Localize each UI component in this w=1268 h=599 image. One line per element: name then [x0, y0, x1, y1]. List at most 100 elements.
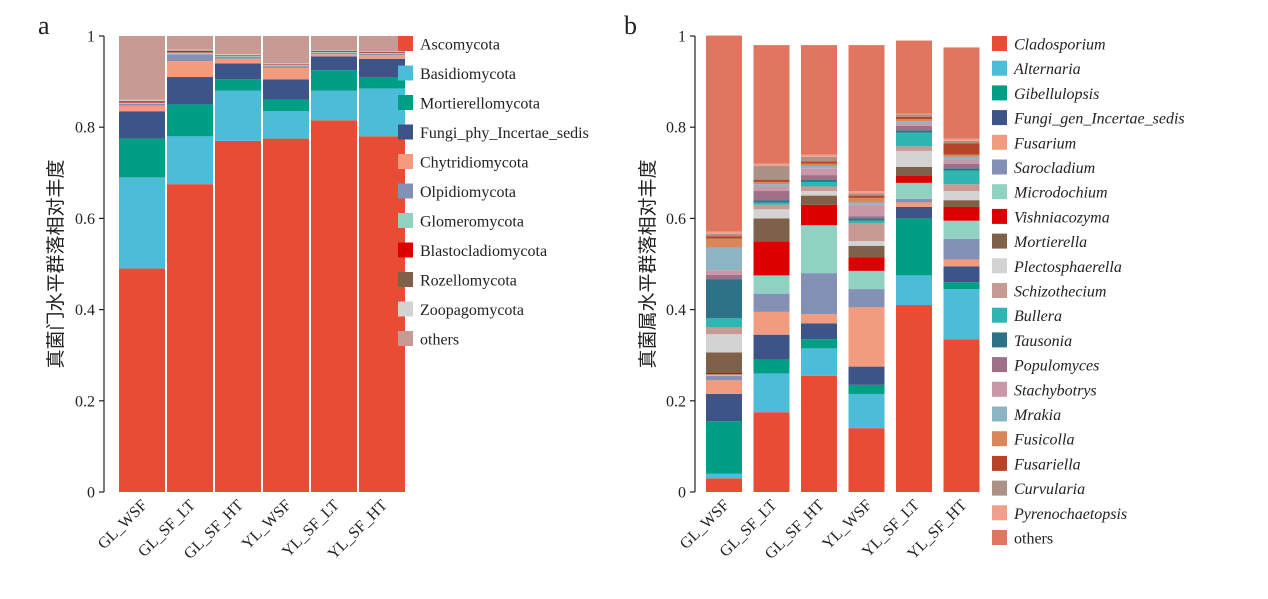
- bar-segment-GL_WSF-Cladosporium: [706, 478, 742, 492]
- bar-segment-YL_SF_LT-Chytridiomycota: [311, 54, 357, 57]
- legend-label: Rozellomycota: [420, 273, 517, 290]
- bar-segment-YL_SF_HT-Populomyces: [943, 163, 980, 169]
- bar-segment-YL_SF_HT-Sarocladium: [943, 238, 980, 260]
- legend-label: Chytridiomycota: [420, 155, 528, 172]
- bar-segment-YL_SF_HT-Fusarium: [943, 259, 980, 267]
- bar-segment-GL_WSF-Curvularia: [706, 233, 742, 237]
- bar-segment-YL_SF_LT-Mortierellomycota: [311, 70, 357, 91]
- bar-segment-GL_SF_LT-Basidiomycota: [167, 136, 213, 185]
- bar-segment-GL_SF_HT-Plectosphaerella: [801, 191, 837, 196]
- bar-segment-GL_SF_LT-Microdochium: [753, 275, 790, 294]
- legend-swatch: [992, 381, 1007, 397]
- bar-segment-YL_WSF-Bullera: [848, 220, 885, 223]
- bar-segment-YL_SF_LT-Olpidiomycota: [311, 52, 357, 55]
- legend-swatch: [992, 307, 1007, 323]
- bar-segment-GL_SF_HT-Fusariella: [801, 161, 837, 164]
- bar-segment-GL_SF_HT-Stachybotrys: [801, 168, 837, 176]
- legend-label: Fusariella: [1013, 456, 1081, 473]
- bar-segment-YL_WSF-Plectosphaerella: [848, 241, 885, 246]
- bar-segment-YL_SF_HT-Gibellulopsis: [943, 282, 980, 290]
- bar-segment-YL_WSF-Pyrenochaetopsis: [848, 191, 885, 194]
- bar-segment-YL_SF_LT-Microdochium: [896, 182, 932, 199]
- bar-segment-GL_SF_LT-Olpidiomycota: [167, 54, 213, 62]
- bar-segment-GL_WSF-Vishniacozyma: [706, 372, 742, 375]
- bar-segment-YL_SF_HT-Vishniacozyma: [943, 207, 980, 221]
- bar-segment-GL_SF_HT-Fusicolla: [801, 163, 837, 166]
- bar-segment-YL_SF_HT-Curvularia: [943, 140, 980, 144]
- bar-segment-YL_SF_HT-Glomeromycota: [359, 52, 405, 54]
- bar-segment-YL_SF_HT-Mortierella: [943, 200, 980, 207]
- legend-swatch: [398, 242, 413, 258]
- bar-segment-YL_WSF-Stachybotrys: [848, 204, 885, 217]
- legend-swatch: [398, 331, 413, 346]
- bar-segment-GL_WSF-Basidiomycota: [119, 177, 165, 269]
- bar-segment-YL_WSF-Ascomycota: [263, 138, 309, 492]
- bar-segment-YL_WSF-Mortierella: [848, 245, 885, 258]
- bar-segment-GL_SF_HT-Olpidiomycota: [215, 56, 261, 59]
- bar-segment-YL_SF_LT-others: [311, 36, 357, 51]
- legend-swatch: [992, 455, 1007, 471]
- bar-segment-GL_SF_HT-Sarocladium: [801, 273, 837, 315]
- bar-segment-YL_SF_LT-Vishniacozyma: [896, 175, 932, 183]
- bar-segment-GL_SF_LT-Sarocladium: [753, 293, 790, 312]
- bar-segment-YL_SF_HT-Alternaria: [943, 289, 980, 340]
- bar-segment-YL_SF_HT-Chytridiomycota: [359, 55, 405, 59]
- bar-segment-GL_WSF-Tausonia: [706, 279, 742, 319]
- bar-segment-GL_SF_LT-Curvularia: [753, 165, 790, 180]
- legend-label: Cladosporium: [1014, 37, 1106, 54]
- bar-segment-GL_SF_HT-Fusarium: [801, 314, 837, 324]
- bar-segment-GL_WSF-Fungi_gen_Incertae_sedis: [706, 393, 742, 422]
- bar-segment-YL_SF_HT-Microdochium: [943, 220, 980, 239]
- chart-panel-b: GL_WSFGL_SF_LTGL_SF_HTYL_WSFYL_SF_LTYL_S…: [637, 29, 1185, 563]
- bar-segment-YL_SF_HT-Fusicolla: [943, 154, 980, 157]
- bar-segment-GL_SF_LT-Ascomycota: [167, 184, 213, 492]
- legend-swatch: [398, 301, 413, 317]
- legend-swatch: [992, 530, 1007, 545]
- legend-label: Zoopagomycota: [420, 302, 524, 319]
- legend-swatch: [992, 134, 1007, 150]
- bar-segment-YL_SF_HT-Fusariella: [943, 143, 980, 155]
- bar-segment-GL_SF_LT-Chytridiomycota: [167, 61, 213, 78]
- panel-label-a: a: [38, 11, 50, 40]
- bar-segment-YL_WSF-Curvularia: [848, 193, 885, 196]
- bar-segment-YL_SF_HT-Fungi_phy_Incertae_sedis: [359, 58, 405, 78]
- bar-segment-GL_SF_HT-Basidiomycota: [215, 90, 261, 141]
- bar-segment-YL_SF_LT-Cladosporium: [896, 305, 932, 492]
- bar-segment-YL_WSF-Fusariella: [848, 195, 885, 198]
- bar-segment-YL_WSF-Fusarium: [848, 307, 885, 367]
- bar-segment-GL_WSF-Schizothecium: [706, 327, 742, 335]
- bar-segment-YL_WSF-Schizothecium: [848, 222, 885, 242]
- legend-label: Sarocladium: [1014, 160, 1095, 177]
- bar-segment-YL_WSF-Fungi_gen_Incertae_sedis: [848, 366, 885, 385]
- bar-segment-GL_WSF-others: [706, 35, 742, 232]
- bar-segment-GL_WSF-Mortierellomycota: [119, 138, 165, 178]
- legend-label: Plectosphaerella: [1013, 259, 1122, 276]
- legend-label: Pyrenochaetopsis: [1013, 506, 1127, 523]
- y-tick-label: 0.8: [666, 120, 686, 137]
- bar-segment-YL_SF_LT-Fusarium: [896, 202, 932, 207]
- legend-label: Mortierellomycota: [420, 96, 540, 113]
- y-tick-label: 0.6: [666, 211, 686, 228]
- bar-segment-YL_WSF-Cladosporium: [848, 428, 885, 492]
- bar-segment-YL_SF_HT-Ascomycota: [359, 136, 405, 492]
- legend-label: Fungi_phy_Incertae_sedis: [420, 125, 589, 142]
- legend-label: Bullera: [1014, 308, 1062, 325]
- bar-segment-GL_WSF-Glomeromycota: [119, 102, 165, 104]
- bar-segment-YL_WSF-Microdochium: [848, 270, 885, 290]
- bar-segment-GL_SF_LT-Zoopagomycota: [167, 49, 213, 51]
- legend-label: Tausonia: [1014, 333, 1072, 350]
- bar-segment-YL_SF_LT-Fungi_phy_Incertae_sedis: [311, 56, 357, 71]
- legend-swatch: [992, 159, 1007, 175]
- legend-swatch: [992, 208, 1007, 224]
- bar-segment-GL_WSF-Bullera: [706, 318, 742, 328]
- bar-segment-YL_SF_LT-Mrakia: [896, 121, 932, 124]
- bar-segment-GL_WSF-Olpidiomycota: [119, 103, 165, 106]
- bar-segment-YL_SF_LT-Populomyces: [896, 125, 932, 131]
- bar-segment-GL_WSF-Zoopagomycota: [119, 99, 165, 101]
- bar-segment-GL_WSF-Stachybotrys: [706, 270, 742, 275]
- bar-segment-YL_WSF-Glomeromycota: [263, 64, 309, 67]
- bar-segment-YL_SF_HT-Pyrenochaetopsis: [943, 138, 980, 141]
- bar-segment-YL_SF_HT-Tausonia: [943, 168, 980, 171]
- y-tick-label: 0.2: [666, 393, 686, 410]
- bar-segment-GL_SF_LT-Glomeromycota: [167, 52, 213, 55]
